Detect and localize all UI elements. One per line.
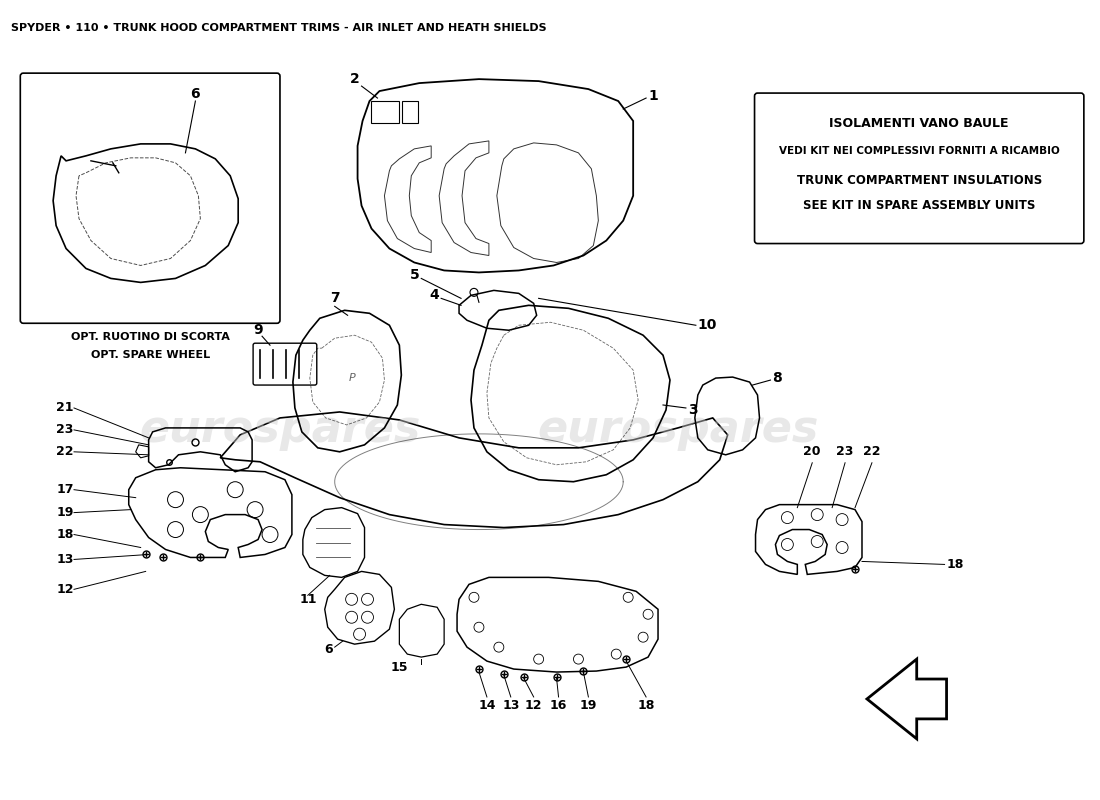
Text: 18: 18 bbox=[637, 699, 654, 712]
Text: 14: 14 bbox=[478, 699, 496, 712]
Text: 4: 4 bbox=[429, 288, 439, 302]
Text: 15: 15 bbox=[390, 661, 408, 674]
Text: 7: 7 bbox=[330, 291, 340, 306]
Text: 13: 13 bbox=[502, 699, 519, 712]
Text: 5: 5 bbox=[409, 269, 419, 282]
Text: eurospares: eurospares bbox=[140, 408, 420, 451]
Text: 12: 12 bbox=[56, 583, 74, 596]
Text: OPT. RUOTINO DI SCORTA: OPT. RUOTINO DI SCORTA bbox=[70, 332, 230, 342]
Bar bbox=[372, 101, 399, 123]
Text: 23: 23 bbox=[56, 423, 74, 436]
FancyBboxPatch shape bbox=[20, 73, 281, 323]
Text: 17: 17 bbox=[56, 483, 74, 496]
Text: 1: 1 bbox=[648, 89, 658, 103]
Text: 13: 13 bbox=[56, 553, 74, 566]
Text: TRUNK COMPARTMENT INSULATIONS: TRUNK COMPARTMENT INSULATIONS bbox=[796, 174, 1042, 187]
Text: OPT. SPARE WHEEL: OPT. SPARE WHEEL bbox=[90, 350, 210, 360]
Text: SPYDER • 110 • TRUNK HOOD COMPARTMENT TRIMS - AIR INLET AND HEATH SHIELDS: SPYDER • 110 • TRUNK HOOD COMPARTMENT TR… bbox=[11, 23, 547, 34]
Bar bbox=[403, 101, 418, 123]
Text: VEDI KIT NEI COMPLESSIVI FORNITI A RICAMBIO: VEDI KIT NEI COMPLESSIVI FORNITI A RICAM… bbox=[779, 146, 1059, 156]
Text: 9: 9 bbox=[253, 323, 263, 338]
Text: eurospares: eurospares bbox=[537, 408, 818, 451]
Text: 21: 21 bbox=[56, 402, 74, 414]
Text: 12: 12 bbox=[525, 699, 542, 712]
Text: 18: 18 bbox=[56, 528, 74, 541]
Text: 3: 3 bbox=[688, 403, 697, 417]
Text: P: P bbox=[349, 373, 355, 383]
Text: ISOLAMENTI VANO BAULE: ISOLAMENTI VANO BAULE bbox=[829, 118, 1009, 130]
Text: 8: 8 bbox=[772, 371, 782, 385]
Text: 2: 2 bbox=[350, 72, 360, 86]
Text: 22: 22 bbox=[864, 445, 881, 458]
Text: 22: 22 bbox=[56, 446, 74, 458]
Text: 19: 19 bbox=[56, 506, 74, 519]
Text: 6: 6 bbox=[324, 642, 332, 656]
Text: 18: 18 bbox=[947, 558, 964, 571]
Text: 23: 23 bbox=[836, 445, 854, 458]
Text: 11: 11 bbox=[300, 593, 318, 606]
FancyBboxPatch shape bbox=[755, 93, 1084, 243]
Text: 19: 19 bbox=[580, 699, 597, 712]
Text: SEE KIT IN SPARE ASSEMBLY UNITS: SEE KIT IN SPARE ASSEMBLY UNITS bbox=[803, 199, 1035, 212]
Text: 10: 10 bbox=[697, 318, 717, 332]
Text: 20: 20 bbox=[803, 445, 821, 458]
Text: 16: 16 bbox=[550, 699, 568, 712]
Text: 6: 6 bbox=[190, 87, 200, 101]
